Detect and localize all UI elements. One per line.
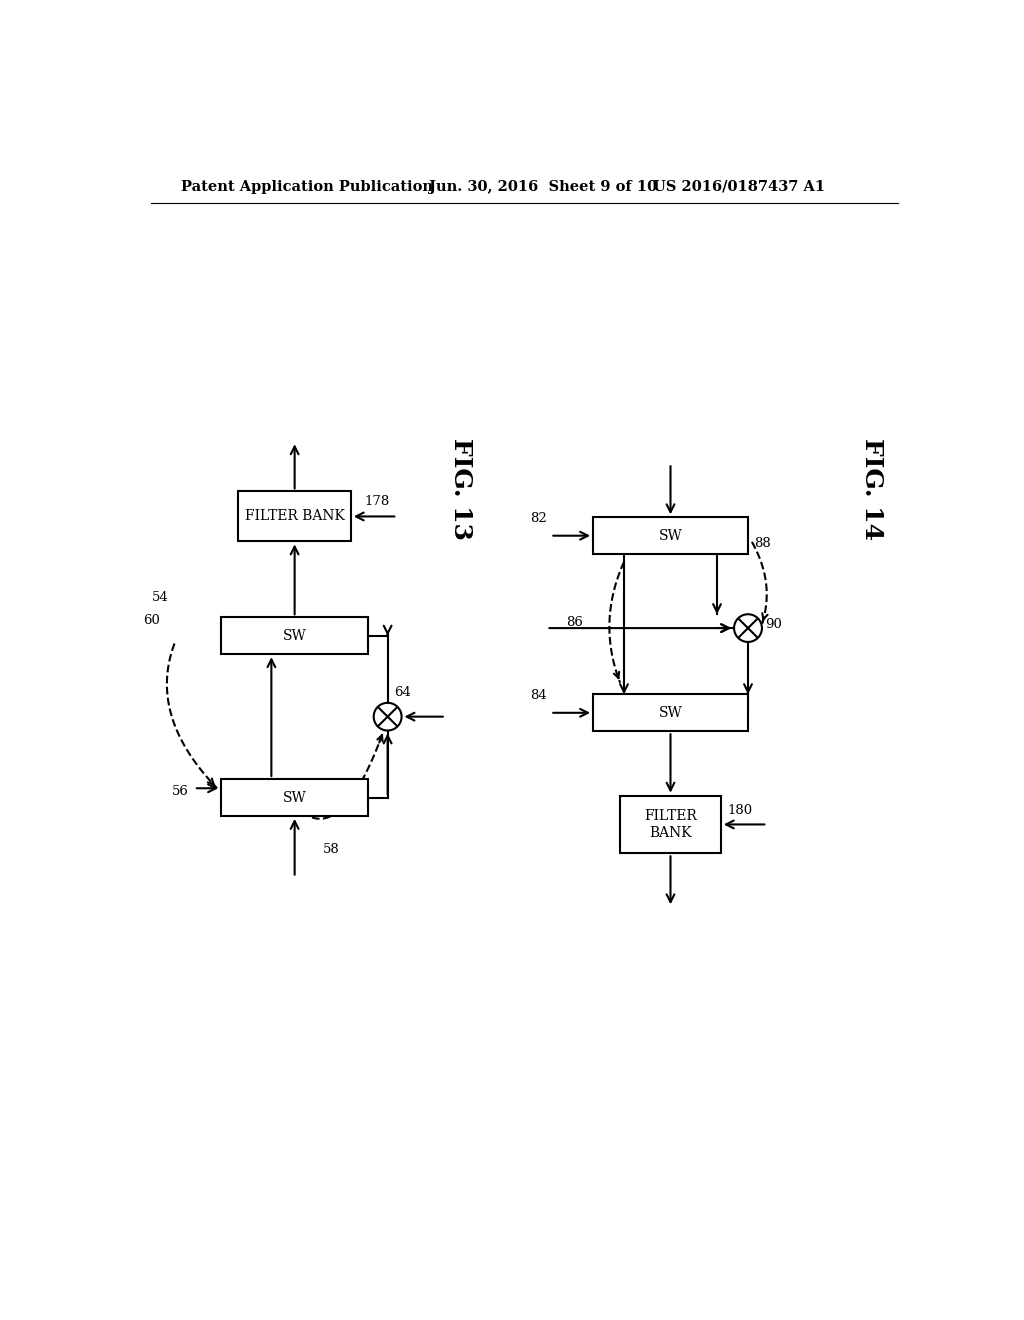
- Text: 58: 58: [323, 842, 340, 855]
- Bar: [239, 491, 351, 541]
- Bar: [221, 779, 369, 816]
- Text: 180: 180: [727, 804, 753, 817]
- Text: 86: 86: [566, 616, 583, 628]
- Text: 82: 82: [529, 512, 547, 525]
- Bar: [621, 796, 721, 853]
- Text: SW: SW: [658, 529, 682, 543]
- Bar: [221, 618, 369, 655]
- Text: FIG. 14: FIG. 14: [860, 438, 884, 540]
- Text: SW: SW: [283, 628, 306, 643]
- Text: SW: SW: [658, 706, 682, 719]
- Text: 88: 88: [755, 537, 771, 550]
- Text: SW: SW: [283, 791, 306, 804]
- Text: 56: 56: [172, 785, 188, 797]
- Text: 178: 178: [365, 495, 390, 508]
- Text: 90: 90: [765, 618, 782, 631]
- Text: FIG. 13: FIG. 13: [450, 438, 473, 540]
- Text: FILTER
BANK: FILTER BANK: [644, 809, 697, 840]
- Text: Patent Application Publication: Patent Application Publication: [180, 180, 433, 194]
- Text: 84: 84: [529, 689, 547, 702]
- Text: 54: 54: [153, 591, 169, 603]
- Text: Jun. 30, 2016  Sheet 9 of 10: Jun. 30, 2016 Sheet 9 of 10: [429, 180, 656, 194]
- Text: US 2016/0187437 A1: US 2016/0187437 A1: [653, 180, 825, 194]
- Bar: [593, 517, 748, 554]
- Bar: [593, 694, 748, 731]
- Text: 60: 60: [142, 614, 160, 627]
- Text: 64: 64: [394, 685, 411, 698]
- Text: FILTER BANK: FILTER BANK: [245, 510, 344, 524]
